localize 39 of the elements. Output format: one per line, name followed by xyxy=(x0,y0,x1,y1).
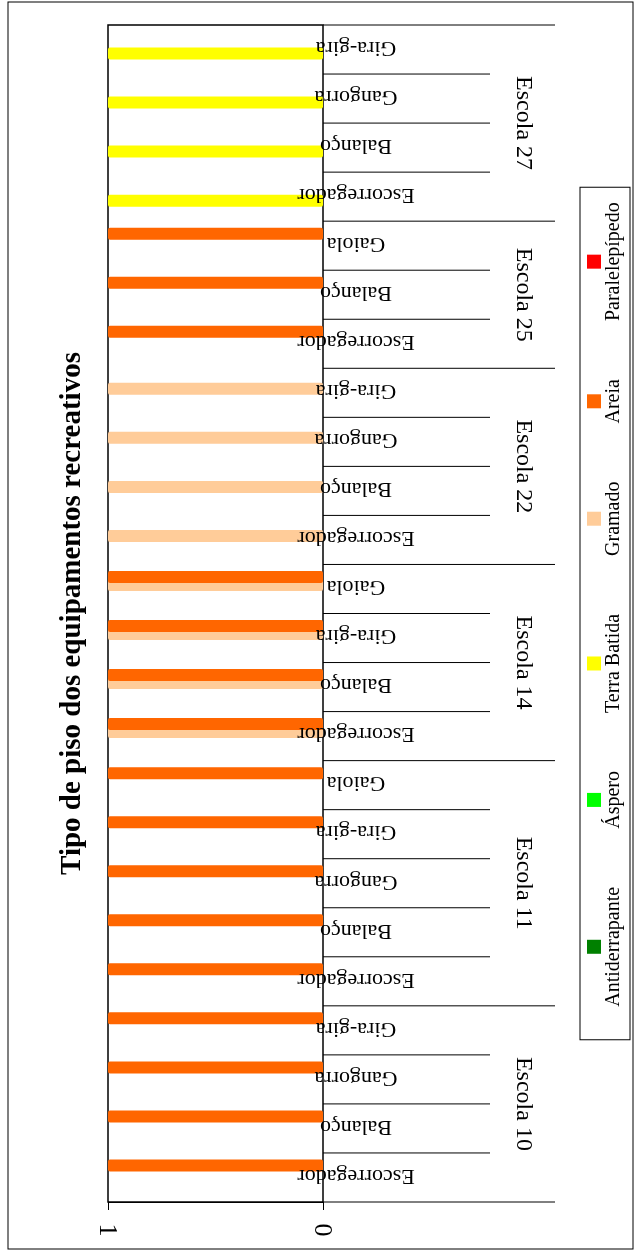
y-tick-label: Gangorra xyxy=(314,429,398,455)
y-tick-label: Escorregador xyxy=(296,723,415,749)
legend-label: Antiderrapante xyxy=(601,886,624,1007)
legend-label: Paralelepípedo xyxy=(601,202,624,322)
y-tick-label: Gira-gira xyxy=(315,36,397,62)
legend-label: Gramado xyxy=(601,481,623,556)
text: Escola 27 xyxy=(511,76,538,171)
text: Escola 22 xyxy=(511,419,538,514)
text: Escola 14 xyxy=(511,615,538,710)
y-tick-label: Balanço xyxy=(319,1115,393,1141)
y-tick-label: Gaiola xyxy=(326,232,386,258)
y-tick-label: Gira-gira xyxy=(315,380,397,406)
text: Tipo de piso dos equipamentos recreativos xyxy=(54,352,87,875)
text: Escola 11 xyxy=(511,836,538,930)
y-tick-label: Balanço xyxy=(319,134,393,160)
legend-label: Terra Batida xyxy=(601,613,623,714)
y-tick-label: Balanço xyxy=(319,282,393,308)
y-tick-label: Gira-gira xyxy=(315,625,397,651)
y-tick-label: Gaiola xyxy=(326,772,386,798)
legend-label: Áspero xyxy=(601,771,624,829)
y-tick-label: Balanço xyxy=(319,674,393,700)
y-tick-label: Escorregador xyxy=(296,968,415,994)
y-tick-label: Gangorra xyxy=(314,1066,398,1092)
y-tick-label: Balanço xyxy=(319,478,393,504)
y-tick-label: Escorregador xyxy=(296,331,415,357)
y-tick-label: Gira-gira xyxy=(315,1017,397,1043)
y-tick-label: Gangorra xyxy=(314,85,398,111)
y-tick-label: Escorregador xyxy=(296,183,415,209)
y-tick-label: Escorregador xyxy=(296,527,415,553)
x-tick-label: 0 xyxy=(309,1223,338,1237)
text: Escola 25 xyxy=(511,247,538,342)
text: Escola 10 xyxy=(511,1056,538,1151)
y-tick-label: Escorregador xyxy=(296,1164,415,1190)
x-tick-label: 1 xyxy=(94,1223,123,1237)
legend-label: Areia xyxy=(601,378,623,424)
y-tick-label: Gira-gira xyxy=(315,821,397,847)
y-tick-label: Gangorra xyxy=(314,870,398,896)
y-tick-label: Balanço xyxy=(319,919,393,945)
y-tick-label: Gaiola xyxy=(326,576,386,602)
